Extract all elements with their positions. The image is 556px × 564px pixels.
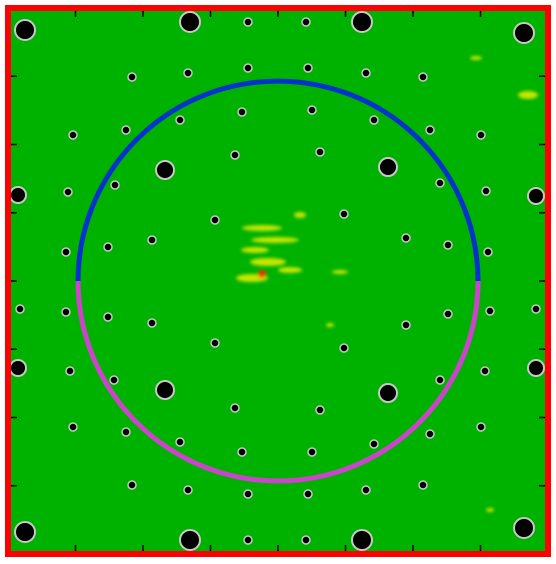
lattice-hole (61, 247, 71, 257)
lattice-hole (476, 130, 486, 140)
lattice-hole (237, 447, 247, 457)
hotspot-yellow (278, 267, 302, 273)
hotspot-yellow (470, 56, 482, 60)
lattice-hole (183, 68, 193, 78)
lattice-hole (175, 115, 185, 125)
hotspot-yellow (250, 258, 286, 266)
lattice-hole (351, 11, 373, 33)
lattice-hole (147, 235, 157, 245)
lattice-hole (425, 429, 435, 439)
lattice-hole (435, 178, 445, 188)
lattice-hole (103, 312, 113, 322)
lattice-hole (527, 187, 545, 205)
lattice-hole (210, 338, 220, 348)
lattice-hole (401, 320, 411, 330)
lattice-hole (179, 529, 201, 551)
lattice-hole (68, 422, 78, 432)
lattice-hole (369, 439, 379, 449)
lattice-hole (378, 383, 398, 403)
lattice-hole (476, 422, 486, 432)
lattice-hole (121, 427, 131, 437)
lattice-hole (307, 105, 317, 115)
lattice-hole (483, 247, 493, 257)
lattice-hole (378, 157, 398, 177)
upper-semicircle-arc (75, 78, 481, 282)
lattice-hole (127, 480, 137, 490)
lattice-hole (61, 307, 71, 317)
lattice-hole (401, 233, 411, 243)
lattice-hole (237, 107, 247, 117)
lattice-hole (369, 115, 379, 125)
lattice-hole (183, 485, 193, 495)
lattice-hole (531, 304, 541, 314)
hotspot-yellow (294, 212, 306, 218)
lattice-hole (230, 403, 240, 413)
lattice-hole (303, 489, 313, 499)
lattice-hole (339, 343, 349, 353)
lattice-hole (485, 306, 495, 316)
lattice-hole (14, 521, 36, 543)
hole-lattice (9, 11, 545, 551)
red-border-frame (5, 5, 551, 557)
lattice-hole (243, 489, 253, 499)
lattice-hole (9, 186, 27, 204)
lattice-hole (109, 375, 119, 385)
lattice-hole (361, 485, 371, 495)
lattice-hole (301, 535, 311, 545)
lattice-hole (513, 22, 535, 44)
lattice-hole (210, 215, 220, 225)
lattice-hole (527, 359, 545, 377)
lattice-hole (175, 437, 185, 447)
lattice-hole (443, 240, 453, 250)
hotspot-layer (236, 56, 538, 512)
hotspot-red (258, 270, 266, 278)
lattice-hole (303, 63, 313, 73)
lattice-hole (443, 309, 453, 319)
lattice-hole (155, 380, 175, 400)
hotspot-yellow (241, 247, 269, 253)
lattice-hole (418, 72, 428, 82)
lattice-hole (127, 72, 137, 82)
lattice-hole (480, 366, 490, 376)
hotspot-yellow (326, 323, 334, 327)
hotspot-yellow (251, 237, 299, 243)
hotspot-yellow (518, 91, 538, 99)
lattice-hole (418, 480, 428, 490)
green-field (8, 8, 548, 554)
lattice-hole (65, 366, 75, 376)
lattice-hole (339, 209, 349, 219)
lattice-hole (301, 17, 311, 27)
hotspot-yellow (242, 225, 282, 231)
lattice-hole (315, 405, 325, 415)
lattice-hole (147, 318, 157, 328)
lattice-hole (155, 160, 175, 180)
lattice-hole (351, 529, 373, 551)
lattice-hole (9, 359, 27, 377)
lattice-hole (243, 535, 253, 545)
lattice-hole (121, 125, 131, 135)
lattice-hole (15, 304, 25, 314)
lattice-hole (435, 375, 445, 385)
lattice-hole (513, 517, 535, 539)
lattice-hole (230, 150, 240, 160)
lower-semicircle-arc (75, 280, 481, 484)
hotspot-yellow (486, 508, 494, 512)
lattice-hole (315, 147, 325, 157)
lattice-hole (68, 130, 78, 140)
lattice-hole (361, 68, 371, 78)
frame-ticks (11, 11, 545, 551)
lattice-hole (243, 63, 253, 73)
lattice-hole (14, 19, 36, 41)
lattice-hole (425, 125, 435, 135)
lattice-hole (307, 447, 317, 457)
lattice-hole (103, 242, 113, 252)
hotspot-yellow (332, 270, 348, 274)
lattice-hole (243, 17, 253, 27)
lattice-hole (179, 11, 201, 33)
lattice-hole (110, 180, 120, 190)
lattice-hole (63, 187, 73, 197)
lattice-hole (481, 186, 491, 196)
